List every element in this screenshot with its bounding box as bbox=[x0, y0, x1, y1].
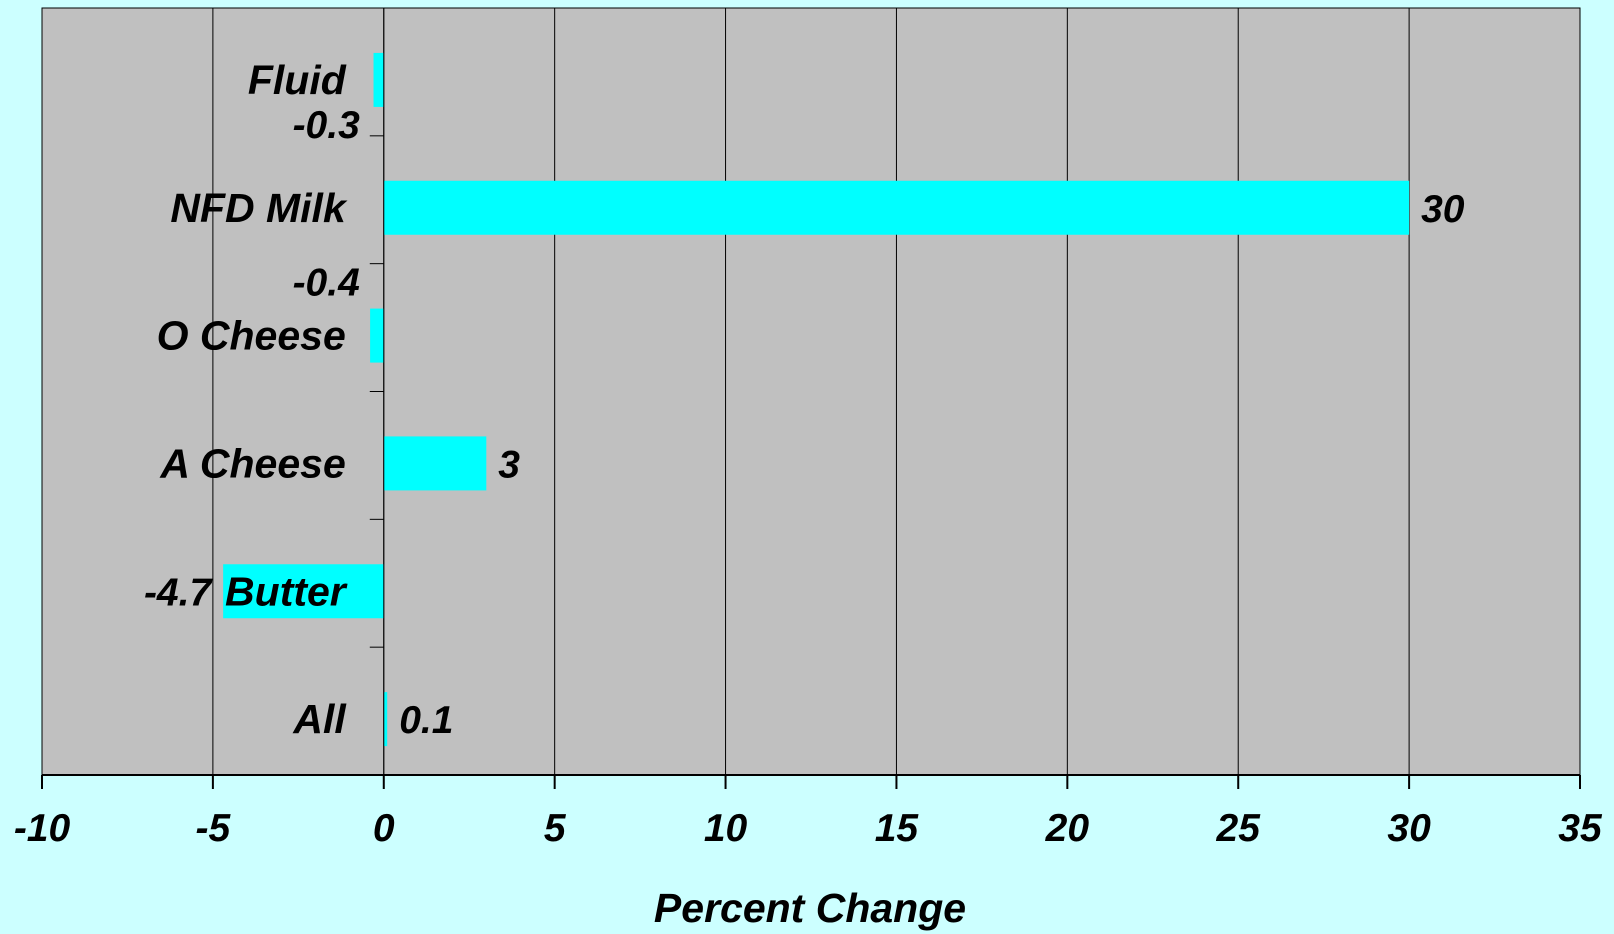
bar bbox=[370, 308, 384, 363]
category-labels: Fluid NFD Milk O Cheese A Cheese Butter All bbox=[157, 57, 348, 742]
category-label: NFD Milk bbox=[170, 185, 348, 231]
x-tick-label: 5 bbox=[544, 807, 567, 850]
x-tick-label: 20 bbox=[1045, 807, 1090, 850]
bars bbox=[223, 52, 1410, 747]
value-label: -0.4 bbox=[293, 262, 361, 305]
category-label: All bbox=[292, 696, 347, 742]
x-tick-label: 10 bbox=[704, 807, 748, 850]
category-label: O Cheese bbox=[157, 313, 346, 359]
value-label: 30 bbox=[1421, 188, 1465, 231]
axes bbox=[41, 8, 1581, 789]
x-tick-label: 25 bbox=[1216, 807, 1262, 850]
value-label: 0.1 bbox=[399, 699, 453, 742]
plot-area bbox=[41, 7, 1581, 776]
category-label: A Cheese bbox=[159, 440, 345, 486]
x-axis-title: Percent Change bbox=[654, 885, 966, 931]
value-labels: -0.3 30 -0.4 3 -4.7 0.1 bbox=[144, 104, 1465, 742]
bar bbox=[383, 436, 487, 491]
value-label: -0.3 bbox=[293, 104, 361, 147]
category-label: Butter bbox=[225, 568, 348, 614]
bar bbox=[383, 180, 1410, 235]
x-tick-label: 0 bbox=[373, 807, 395, 850]
bar bbox=[383, 692, 388, 747]
x-tick-label: 35 bbox=[1558, 807, 1603, 850]
x-tick-label: -5 bbox=[196, 807, 232, 850]
bar bbox=[373, 52, 384, 107]
category-label: Fluid bbox=[248, 57, 347, 103]
bar bbox=[223, 564, 384, 619]
value-label: -4.7 bbox=[144, 571, 214, 614]
x-tick-label: -10 bbox=[14, 807, 71, 850]
value-label: 3 bbox=[498, 443, 520, 486]
x-tick-labels: -10 -5 0 5 10 15 20 25 30 35 bbox=[14, 807, 1603, 850]
x-tick-label: 30 bbox=[1387, 807, 1431, 850]
x-tick-label: 15 bbox=[875, 807, 920, 850]
